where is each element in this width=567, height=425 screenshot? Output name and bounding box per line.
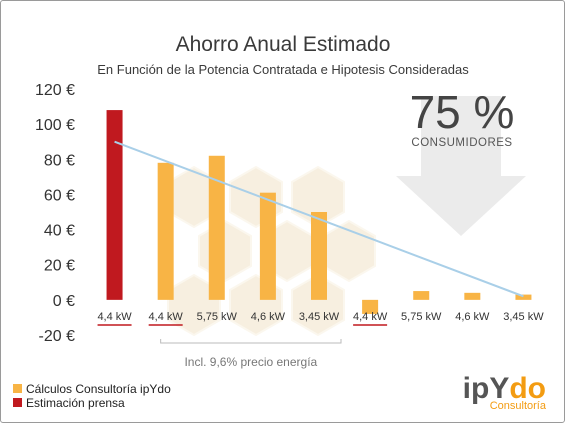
- x-tick-label: 4,4 kW: [149, 311, 184, 323]
- bar-ipydo: [362, 299, 379, 314]
- x-tick-label: 5,75 kW: [401, 311, 442, 323]
- y-tick-label: -20 €: [39, 328, 76, 345]
- bar-ipydo: [208, 155, 225, 300]
- watermark-hexagon: [291, 273, 345, 337]
- brace-line: [160, 339, 342, 344]
- bars: [106, 110, 532, 314]
- x-tick-label: 3,45 kW: [299, 311, 340, 323]
- y-tick-label: 40 €: [44, 223, 75, 240]
- x-tick-label: 4,4 kW: [97, 311, 132, 323]
- x-tick-label: 4,6 kW: [455, 311, 490, 323]
- bar-ipydo: [259, 192, 276, 300]
- bar-ipydo: [464, 292, 481, 300]
- chart-subtitle: En Función de la Potencia Contratada e H…: [97, 62, 469, 77]
- callout-label: CONSUMIDORES: [411, 137, 512, 149]
- x-tick-label: 3,45 kW: [503, 311, 544, 323]
- y-tick-label: 60 €: [44, 187, 75, 204]
- consumers-callout: 75 % CONSUMIDORES: [410, 86, 515, 149]
- y-tick-label: 80 €: [44, 152, 75, 169]
- chart-title: Ahorro Anual Estimado: [176, 33, 391, 56]
- x-axis: 4,4 kW 4,4 kW 5,75 kW 4,6 kW 3,45 kW 4,4 kW 5,…: [97, 311, 544, 326]
- x-tick-label: 5,75 kW: [197, 311, 238, 323]
- x-tick-label: 4,6 kW: [251, 311, 286, 323]
- callout-percentage: 75 %: [410, 86, 515, 138]
- watermark-hexagon: [198, 219, 252, 283]
- bar-ipydo: [413, 291, 430, 300]
- bar-ipydo: [311, 212, 327, 300]
- bar-prensa: [106, 110, 123, 300]
- y-tick-label: 100 €: [35, 117, 75, 134]
- logo-part-a: ipY: [463, 372, 510, 405]
- trendline: [114, 140, 524, 298]
- logo-subtitle: Consultoría: [490, 400, 547, 412]
- x-tick-label: 4,4 kW: [353, 311, 388, 323]
- y-tick-label: 20 €: [44, 258, 75, 275]
- legend-swatch-prensa: [13, 398, 22, 407]
- brace-label: Incl. 9,6% precio energía: [184, 355, 317, 369]
- down-arrow-watermark: [396, 96, 526, 236]
- legend-swatch-ipydo: [13, 384, 22, 393]
- y-axis: 120 € 100 € 80 € 60 € 40 € 20 € 0 € -20 €: [35, 82, 75, 345]
- y-tick-label: 0 €: [53, 293, 75, 310]
- trendline-segment: [114, 140, 524, 298]
- logo-wordmark: ipYdo: [463, 372, 546, 405]
- ipydo-logo: ipYdo Consultoría: [463, 372, 547, 412]
- y-tick-label: 120 €: [35, 82, 75, 99]
- bar-ipydo: [515, 294, 532, 300]
- logo-part-b: do: [509, 372, 546, 405]
- legend-label-prensa: Estimación prensa: [26, 396, 125, 410]
- energy-price-brace: Incl. 9,6% precio energía: [160, 339, 342, 369]
- bar-ipydo: [157, 162, 174, 300]
- legend: Cálculos Consultoría ipYdo Estimación pr…: [13, 382, 171, 410]
- legend-label-ipydo: Cálculos Consultoría ipYdo: [26, 382, 171, 396]
